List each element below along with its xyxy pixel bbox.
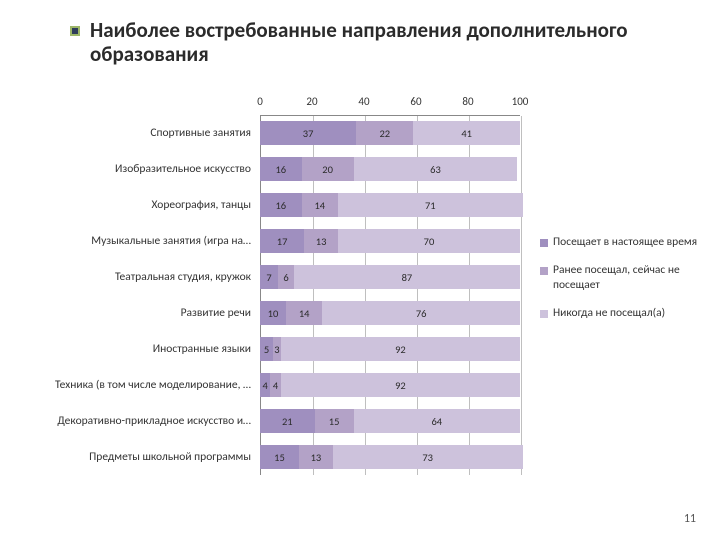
bar-segment: 14 xyxy=(302,193,338,217)
category-label: Изобразительное искусство xyxy=(30,151,255,187)
bar-segment: 92 xyxy=(281,373,520,397)
bar-segment: 15 xyxy=(260,445,299,469)
legend-swatch-icon xyxy=(540,267,548,275)
page-title: Наиболее востребованные направления допо… xyxy=(90,18,630,66)
bar-segment: 15 xyxy=(315,409,354,433)
bar-segment: 71 xyxy=(338,193,523,217)
bar-segment: 87 xyxy=(294,265,520,289)
legend-label: Никогда не посещал(а) xyxy=(553,306,665,320)
chart-row: Театральная студия, кружок7687 xyxy=(30,259,520,295)
bar-track: 162063 xyxy=(260,157,520,181)
category-label: Спортивные занятия xyxy=(30,115,255,151)
bar-segment: 20 xyxy=(302,157,354,181)
bar-segment: 7 xyxy=(260,265,278,289)
bar-track: 101476 xyxy=(260,301,520,325)
bar-segment: 3 xyxy=(273,337,281,361)
bar-track: 211564 xyxy=(260,409,520,433)
bar-segment: 14 xyxy=(286,301,322,325)
category-label: Театральная студия, кружок xyxy=(30,259,255,295)
legend-item: Ранее посещал, сейчас не посещает xyxy=(540,263,710,292)
x-axis-tick: 40 xyxy=(358,95,369,108)
legend-label: Ранее посещал, сейчас не посещает xyxy=(553,263,710,292)
chart-rows: Спортивные занятия372241Изобразительное … xyxy=(30,115,520,475)
category-label: Развитие речи xyxy=(30,295,255,331)
bar-segment: 13 xyxy=(299,445,333,469)
x-axis-tick: 20 xyxy=(306,95,317,108)
grid-line xyxy=(521,116,522,475)
title-bullet-icon xyxy=(70,26,80,36)
category-label: Хореография, танцы xyxy=(30,187,255,223)
bar-segment: 17 xyxy=(260,229,304,253)
category-label: Предметы школьной программы xyxy=(30,439,255,475)
bar-segment: 41 xyxy=(413,121,520,145)
chart-row: Иностранные языки5392 xyxy=(30,331,520,367)
x-axis-tick: 60 xyxy=(410,95,421,108)
chart-row: Предметы школьной программы151373 xyxy=(30,439,520,475)
x-axis-tick: 100 xyxy=(512,95,529,108)
legend: Посещает в настоящее время Ранее посещал,… xyxy=(540,235,710,335)
bar-segment: 73 xyxy=(333,445,523,469)
bar-segment: 92 xyxy=(281,337,520,361)
bar-segment: 13 xyxy=(304,229,338,253)
x-axis-tick: 0 xyxy=(257,95,263,108)
bar-segment: 63 xyxy=(354,157,518,181)
bar-segment: 4 xyxy=(270,373,280,397)
page-number: 11 xyxy=(684,512,696,526)
legend-label: Посещает в настоящее время xyxy=(553,235,697,249)
bar-segment: 6 xyxy=(278,265,294,289)
legend-item: Посещает в настоящее время xyxy=(540,235,710,249)
bar-segment: 64 xyxy=(354,409,520,433)
bar-track: 151373 xyxy=(260,445,520,469)
chart-row: Развитие речи101476 xyxy=(30,295,520,331)
bar-segment: 37 xyxy=(260,121,356,145)
chart-row: Музыкальные занятия (игра на…171370 xyxy=(30,223,520,259)
category-label: Техника (в том числе моделирование, … xyxy=(30,367,255,403)
bar-segment: 5 xyxy=(260,337,273,361)
category-label: Иностранные языки xyxy=(30,331,255,367)
category-label: Музыкальные занятия (игра на… xyxy=(30,223,255,259)
x-axis-labels: 020406080100 xyxy=(260,95,520,113)
chart-row: Спортивные занятия372241 xyxy=(30,115,520,151)
stacked-bar-chart: 020406080100 Спортивные занятия372241Изо… xyxy=(30,95,530,480)
title-block: Наиболее востребованные направления допо… xyxy=(90,18,630,66)
bar-track: 372241 xyxy=(260,121,520,145)
bar-track: 5392 xyxy=(260,337,520,361)
chart-row: Изобразительное искусство162063 xyxy=(30,151,520,187)
bar-segment: 76 xyxy=(322,301,520,325)
bar-segment: 16 xyxy=(260,157,302,181)
bar-track: 171370 xyxy=(260,229,520,253)
bar-segment: 16 xyxy=(260,193,302,217)
bar-segment: 21 xyxy=(260,409,315,433)
legend-item: Никогда не посещал(а) xyxy=(540,306,710,320)
chart-row: Техника (в том числе моделирование, …449… xyxy=(30,367,520,403)
chart-row: Декоративно-прикладное искусство и…21156… xyxy=(30,403,520,439)
bar-track: 7687 xyxy=(260,265,520,289)
chart-row: Хореография, танцы161471 xyxy=(30,187,520,223)
bar-segment: 70 xyxy=(338,229,520,253)
bar-segment: 22 xyxy=(356,121,413,145)
bar-segment: 4 xyxy=(260,373,270,397)
legend-swatch-icon xyxy=(540,310,548,318)
bar-track: 161471 xyxy=(260,193,520,217)
legend-swatch-icon xyxy=(540,239,548,247)
x-axis-tick: 80 xyxy=(462,95,473,108)
bar-segment: 10 xyxy=(260,301,286,325)
category-label: Декоративно-прикладное искусство и… xyxy=(30,403,255,439)
bar-track: 4492 xyxy=(260,373,520,397)
